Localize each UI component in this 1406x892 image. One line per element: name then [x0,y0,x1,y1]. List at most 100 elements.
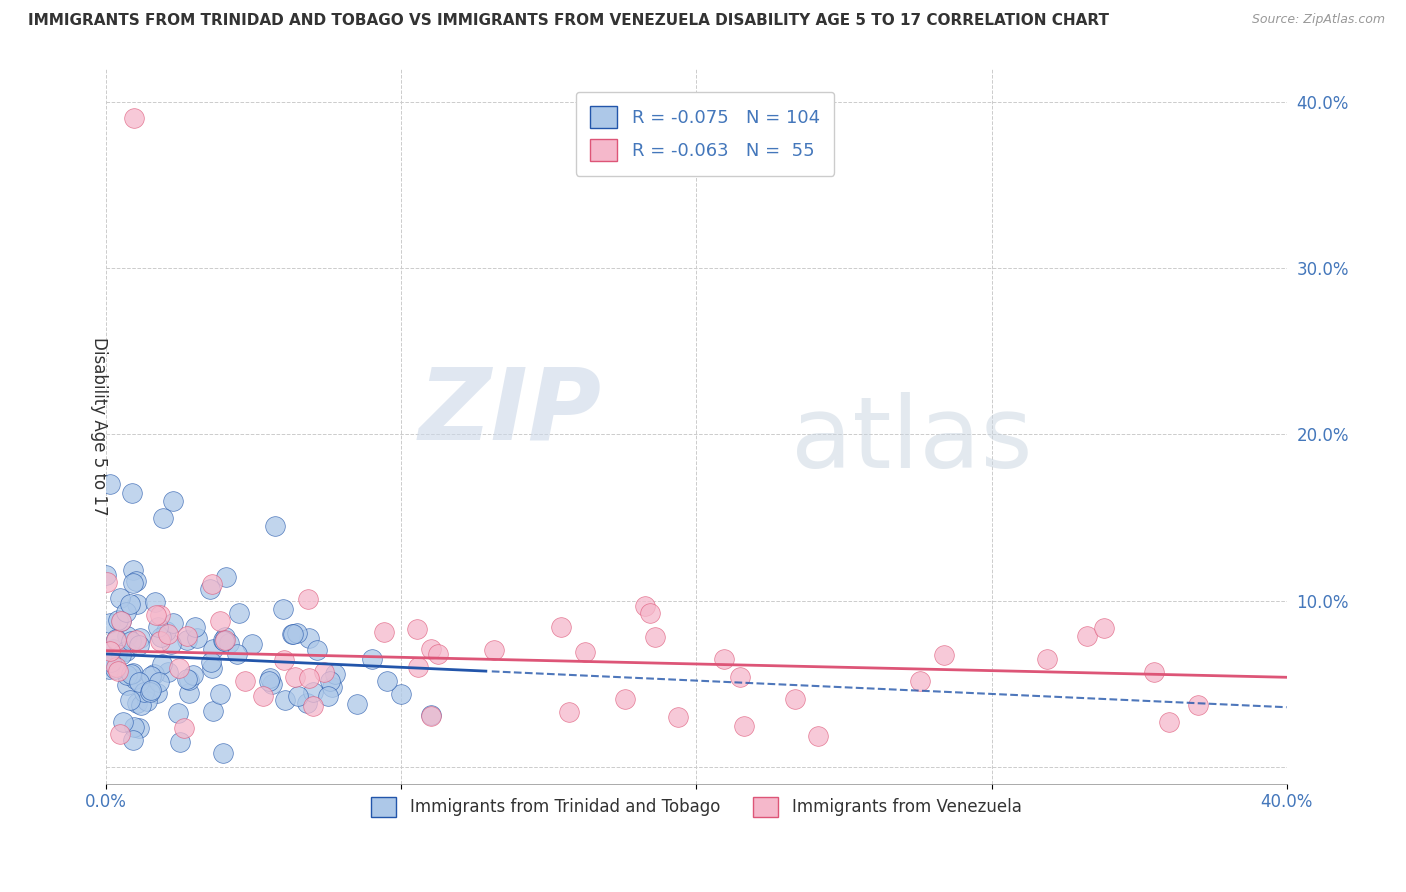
Point [179,673,201,687]
Point [319,673,342,688]
Point [167,661,190,675]
Point [120,666,142,681]
Point [214,632,236,647]
Y-axis label: Disability Age 5 to 17: Disability Age 5 to 17 [90,337,108,516]
Point [574,645,596,659]
Point [173,721,195,735]
Point [419,707,441,722]
Point [118,693,141,707]
Point [125,633,148,648]
Point [408,659,430,673]
Point [214,630,236,644]
Point [1035,651,1057,665]
Point [218,636,240,650]
Point [264,519,287,533]
Point [128,675,150,690]
Point [110,615,132,629]
Point [122,575,145,590]
Point [114,605,136,619]
Point [201,704,224,718]
Point [120,633,142,648]
Point [314,665,336,680]
Point [124,672,146,686]
Point [108,591,131,605]
Point [274,692,297,706]
Point [257,673,280,688]
Point [101,642,124,657]
Point [145,607,167,622]
Point [110,727,132,741]
Point [122,720,145,734]
Point [640,607,662,621]
Point [100,655,122,669]
Point [316,690,339,704]
Point [98,616,121,631]
Point [139,685,162,699]
Point [666,710,689,724]
Point [145,686,167,700]
Point [201,661,224,675]
Point [125,574,148,588]
Point [98,477,121,491]
Point [233,674,256,689]
Point [806,729,828,743]
Point [209,687,232,701]
Text: atlas: atlas [790,392,1032,489]
Point [176,629,198,643]
Point [321,680,343,694]
Point [633,599,655,613]
Point [118,597,141,611]
Point [139,669,162,683]
Point [143,595,166,609]
Point [129,631,152,645]
Point [96,568,118,582]
Point [181,667,204,681]
Point [271,601,294,615]
Point [713,652,735,666]
Point [281,627,304,641]
Point [1092,622,1115,636]
Point [132,685,155,699]
Point [107,613,129,627]
Point [179,686,201,700]
Point [169,735,191,749]
Point [105,632,128,646]
Point [155,624,177,639]
Point [184,620,207,634]
Point [156,665,179,680]
Point [558,705,581,719]
Point [160,637,183,651]
Point [262,676,284,690]
Point [910,674,932,689]
Point [149,634,172,648]
Legend: Immigrants from Trinidad and Tobago, Immigrants from Venezuela: Immigrants from Trinidad and Tobago, Imm… [363,789,1029,825]
Point [135,694,157,708]
Point [285,625,308,640]
Point [96,574,118,589]
Point [125,696,148,710]
Point [427,647,450,661]
Point [644,630,666,644]
Point [141,683,163,698]
Point [214,570,236,584]
Point [200,655,222,669]
Point [201,577,224,591]
Point [98,662,121,676]
Point [283,627,305,641]
Point [297,696,319,710]
Point [1143,665,1166,679]
Text: ZIP: ZIP [419,363,602,460]
Point [149,630,172,644]
Point [1187,698,1209,712]
Point [107,664,129,678]
Point [176,632,198,647]
Point [149,607,172,622]
Point [389,687,412,701]
Point [284,670,307,684]
Point [105,647,128,661]
Point [131,698,153,713]
Point [212,746,235,760]
Point [323,667,346,681]
Point [115,668,138,682]
Point [162,615,184,630]
